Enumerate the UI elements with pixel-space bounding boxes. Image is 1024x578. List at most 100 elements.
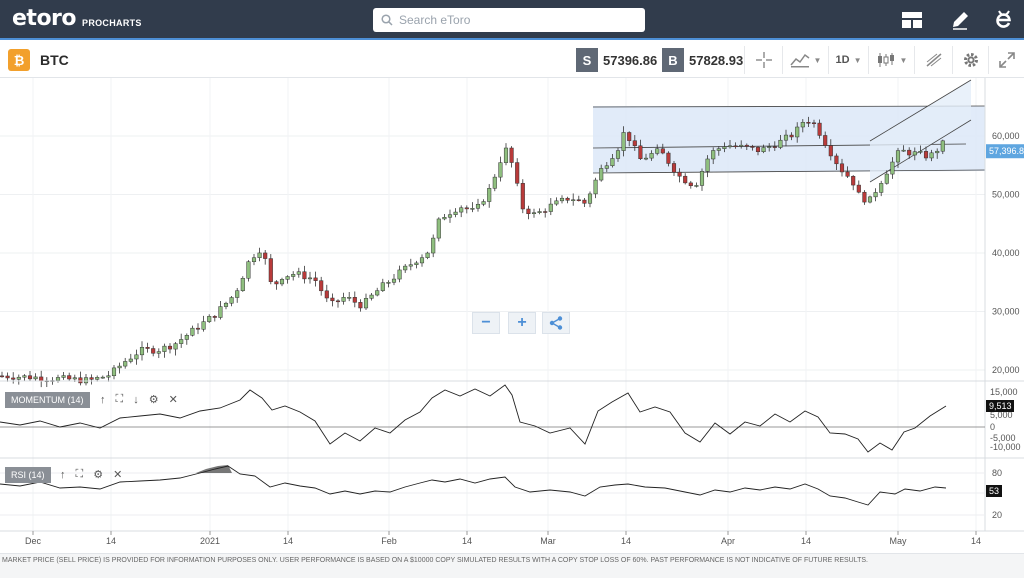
candle-up (901, 149, 906, 152)
candle-up (33, 376, 38, 380)
candle-up (694, 185, 699, 187)
candle-up (223, 302, 229, 307)
candlestick-icon (877, 53, 894, 67)
move-up-icon[interactable]: ↑ (60, 468, 66, 481)
candle-up (599, 168, 604, 181)
candle-down (688, 182, 693, 187)
buy-price-button[interactable]: B 57828.93 (662, 48, 743, 72)
gear-icon[interactable]: ⚙ (148, 394, 159, 406)
candle-down (817, 122, 822, 136)
draw-button[interactable] (946, 6, 974, 34)
candle-down (666, 152, 671, 164)
share-icon (549, 316, 563, 330)
move-up-icon[interactable]: ↑ (100, 393, 106, 406)
candle-up (363, 298, 369, 309)
candle-up (935, 150, 940, 154)
interval-button[interactable]: 1D ▼ (828, 46, 868, 74)
close-icon[interactable]: ✕ (168, 394, 178, 406)
close-icon[interactable]: ✕ (113, 469, 123, 481)
candle-up (531, 212, 537, 215)
layout-button[interactable] (898, 6, 926, 34)
candle-down (677, 171, 682, 177)
candle-down (755, 147, 761, 153)
candle-down (274, 281, 279, 285)
channel-bottom-line (592, 169, 986, 174)
momentum-tick-label: 5,000 (990, 410, 1013, 420)
expand-icon (998, 52, 1015, 68)
candle-down (0, 375, 5, 378)
candle-up (83, 377, 89, 384)
candle-up (470, 208, 475, 210)
price-tick-label: 60,000 (992, 131, 1020, 141)
pencil-icon (953, 12, 968, 30)
candle-up (884, 173, 889, 184)
candle-down (67, 375, 72, 380)
zoom-in-button[interactable]: + (508, 312, 536, 334)
price-tick-label: 50,000 (992, 190, 1020, 200)
candle-up (425, 252, 430, 258)
candle-up (414, 262, 419, 265)
time-tick-label: 14 (283, 536, 293, 546)
top-bar: etoro PROCHARTS (0, 0, 1024, 40)
maximize-icon[interactable]: ⛶ (115, 393, 124, 405)
candle-down (638, 145, 643, 159)
candle-up (285, 276, 290, 280)
draw-tool-button[interactable] (914, 46, 952, 74)
move-down-icon[interactable]: ↓ (133, 393, 139, 406)
search-icon (381, 14, 393, 26)
momentum-current-label: 9,513 (989, 401, 1012, 411)
candle-down (806, 122, 811, 124)
chart-type-button[interactable]: ▼ (782, 46, 828, 74)
rsi-indicator-label[interactable]: RSI (14) (5, 467, 51, 483)
candle-up (201, 321, 206, 330)
search-box[interactable] (373, 8, 645, 32)
rsi-tick-label: 80 (992, 468, 1002, 478)
candle-up (716, 148, 721, 151)
chevron-down-icon: ▼ (853, 55, 862, 65)
settings-button[interactable] (952, 46, 988, 74)
momentum-indicator-label[interactable]: MOMENTUM (14) (5, 392, 90, 408)
chevron-down-icon: ▼ (899, 55, 908, 65)
time-tick-label: 2021 (200, 536, 220, 546)
candle-up (307, 277, 313, 280)
candle-up (487, 188, 492, 202)
search-input[interactable] (399, 13, 629, 27)
zoom-out-button[interactable]: − (472, 312, 500, 334)
candle-up (475, 203, 481, 209)
sell-price-button[interactable]: S 57396.86 (576, 48, 657, 72)
etoro-menu-button[interactable] (990, 6, 1018, 34)
candle-up (604, 165, 609, 169)
candle-up (481, 201, 486, 205)
candle-down (195, 327, 201, 330)
fullscreen-button[interactable] (988, 46, 1024, 74)
chart-type-icon (789, 53, 809, 68)
rsi-tick-label: 20 (992, 510, 1002, 520)
maximize-icon[interactable]: ⛶ (75, 468, 84, 480)
candle-down (856, 184, 861, 193)
price-chart[interactable]: 20,00030,00040,00050,00060,00057,396.86 … (0, 78, 1024, 553)
candle-up (369, 294, 374, 299)
share-button[interactable] (542, 312, 570, 334)
candle-up (431, 237, 436, 254)
crosshair-button[interactable] (744, 46, 782, 74)
candle-up (139, 347, 145, 356)
candle-up (251, 257, 257, 262)
candle-down (828, 145, 833, 157)
time-tick-label: Feb (381, 536, 397, 546)
time-tick-label: 14 (621, 536, 631, 546)
channel-top-line (592, 105, 986, 108)
candle-down (520, 183, 525, 210)
etoro-logo[interactable]: etoro PROCHARTS (12, 7, 142, 31)
candle-down (811, 122, 817, 125)
draw-tool-icon (926, 53, 941, 67)
gear-icon[interactable]: ⚙ (93, 469, 104, 481)
candle-up (918, 151, 923, 153)
price-tick-label: 30,000 (992, 307, 1020, 317)
time-tick-label: Apr (721, 536, 735, 546)
candle-up (912, 151, 917, 156)
candle-style-button[interactable]: ▼ (868, 46, 914, 74)
candle-up (16, 376, 21, 380)
candle-up (447, 214, 453, 218)
layout-icon (902, 12, 922, 28)
candle-up (179, 339, 184, 344)
